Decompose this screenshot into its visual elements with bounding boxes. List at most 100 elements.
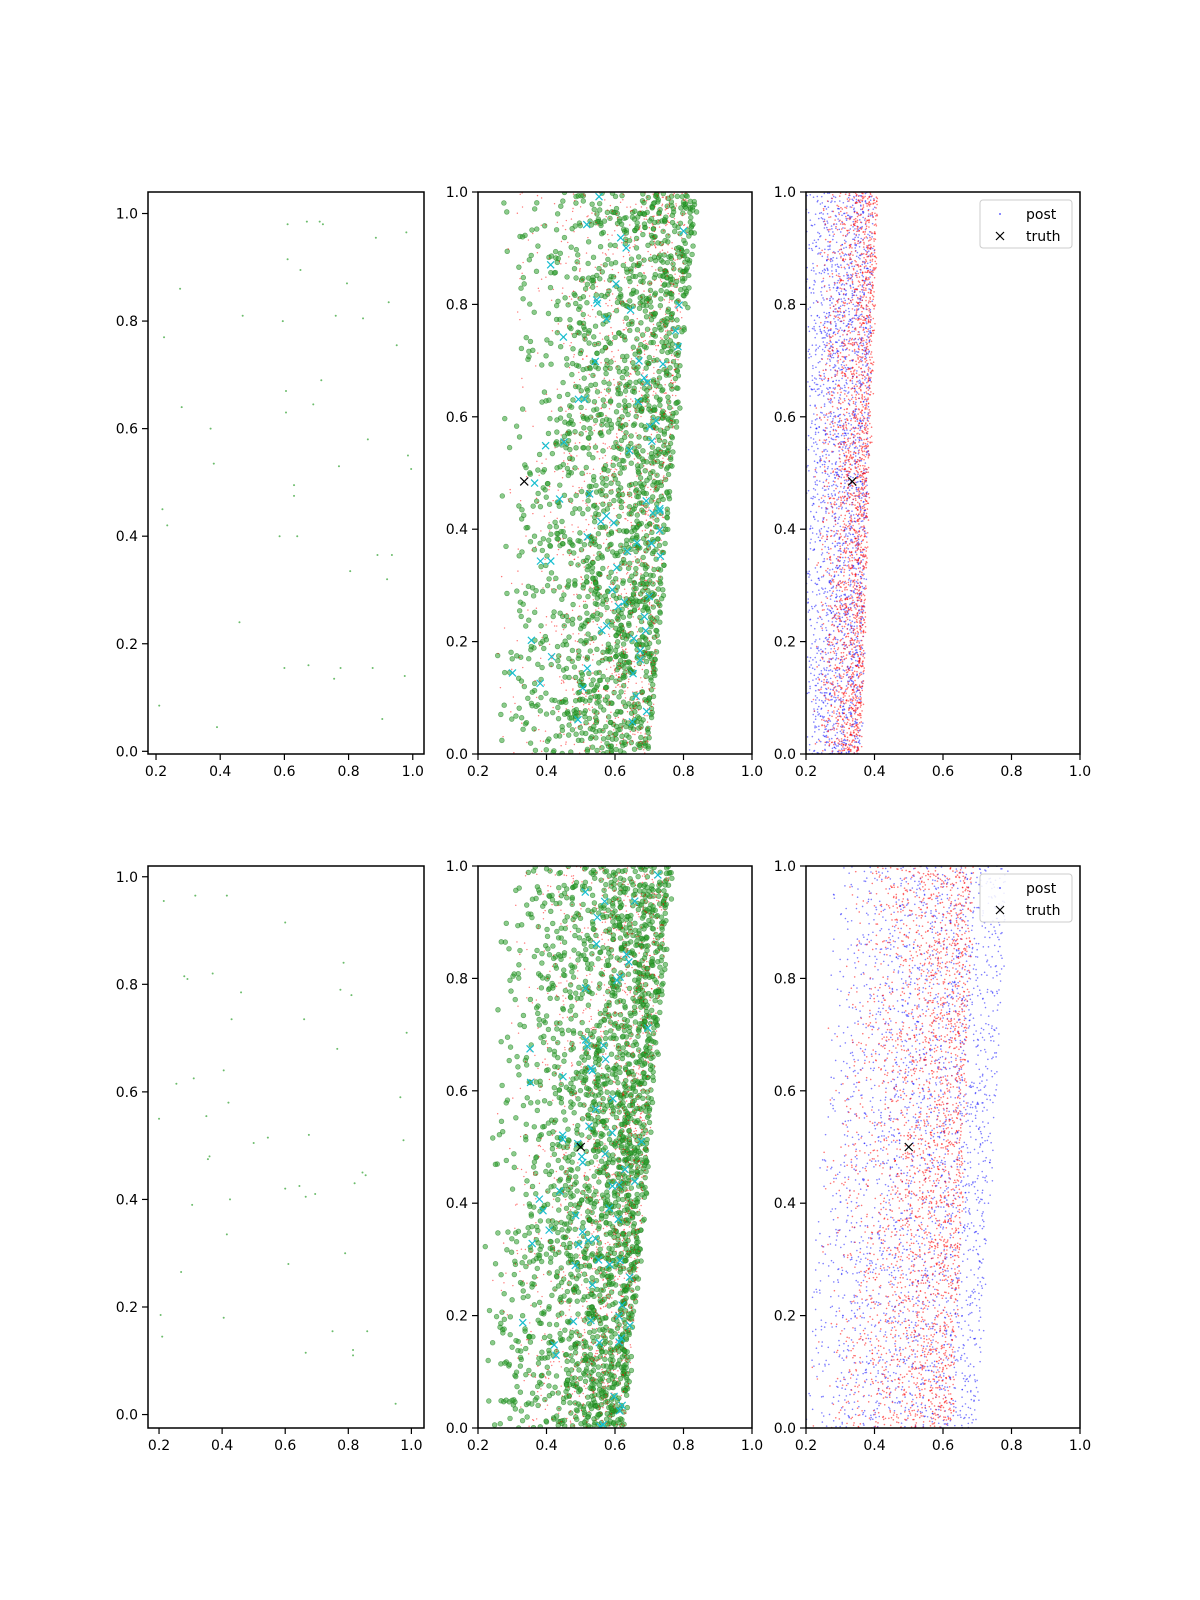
panel-r0c1-samples-red-point bbox=[637, 702, 640, 704]
panel-r0c1-samples-green-point bbox=[588, 382, 594, 389]
panel-r0c0-series-prior bbox=[158, 220, 413, 729]
panel-r0c1-samples-green-point bbox=[653, 556, 659, 562]
panel-r0c1-samples-red-point bbox=[566, 325, 569, 327]
panel-r0c1-samples-red-point bbox=[560, 682, 563, 684]
panel-r0c1-samples-green-point bbox=[648, 650, 655, 657]
panel-r0c2-post-blue-point bbox=[832, 387, 835, 389]
panel-r0c1-samples-green-point bbox=[639, 507, 645, 513]
panel-r0c1-samples-red-point bbox=[649, 463, 652, 466]
panel-r0c1-samples-red-point bbox=[588, 677, 590, 680]
panel-r0c2-post-blue-point bbox=[819, 659, 822, 662]
panel-r0c2-post-blue-point bbox=[806, 656, 809, 658]
panel-r0c2-post-blue-point bbox=[819, 235, 821, 238]
panel-r0c1-samples-red-point bbox=[676, 258, 679, 261]
panel-r0c1-samples-red-point bbox=[626, 425, 628, 428]
panel-r0c1-samples-red-point bbox=[612, 310, 615, 313]
panel-r0c1-samples-green-point bbox=[616, 694, 622, 700]
panel-r0c2-post-blue-point bbox=[826, 320, 828, 323]
panel-r0c1-samples-green-point bbox=[574, 259, 580, 265]
panel-r0c1-samples-red-point bbox=[648, 683, 650, 685]
panel-r0c1-samples-red-point bbox=[677, 278, 680, 280]
panel-r0c2-post-blue-point bbox=[823, 525, 826, 528]
panel-r0c2-post-blue-point bbox=[839, 327, 842, 329]
panel-r0c2-post-blue-point bbox=[842, 709, 844, 712]
panel-r0c2-post-blue-point bbox=[838, 307, 840, 310]
panel-r0c2-post-blue-point bbox=[861, 725, 863, 727]
panel-r0c1-samples-red-point bbox=[612, 583, 615, 586]
panel-r0c1-samples-cyan-point bbox=[530, 479, 539, 488]
panel-r0c2-post-blue-point bbox=[818, 673, 821, 676]
panel-r0c2-post-blue-point bbox=[847, 307, 850, 310]
panel-r0c1-samples-green-point bbox=[673, 418, 680, 425]
panel-r0c1-samples-red-point bbox=[592, 541, 595, 544]
panel-r0c1-samples-red-point bbox=[647, 564, 649, 567]
panel-r0c1-samples-red-point bbox=[641, 336, 643, 339]
panel-r0c1-samples-red-point bbox=[679, 224, 681, 226]
panel-r0c2-post-blue-point bbox=[846, 263, 849, 266]
panel-r0c1-samples-red-point bbox=[585, 643, 587, 645]
panel-r0c1-samples-red-point bbox=[538, 728, 540, 731]
panel-r0c2-post-blue-point bbox=[859, 566, 862, 569]
panel-r0c2-post-blue-point bbox=[819, 360, 821, 363]
panel-r0c2-post-blue-point bbox=[840, 594, 843, 597]
panel-r0c2-post-blue-point bbox=[840, 363, 843, 366]
panel-r0c1-samples-red-point bbox=[572, 689, 574, 691]
panel-r0c2-post-blue-point bbox=[857, 338, 860, 341]
panel-r0c2-post-blue-point bbox=[815, 241, 817, 244]
panel-r0c1-samples-red-point bbox=[656, 360, 658, 362]
panel-r0c1-samples-red-point bbox=[583, 741, 585, 744]
panel-r0c1-samples-green-point bbox=[538, 563, 544, 570]
panel-r0c1-samples-green-point bbox=[689, 251, 695, 258]
panel-r0c2-post-blue-point bbox=[823, 218, 826, 221]
panel-r0c1-samples-red-point bbox=[636, 261, 639, 263]
panel-r0c1-samples-red-point bbox=[658, 419, 661, 421]
panel-r0c1-samples-red-point bbox=[661, 244, 663, 246]
panel-r0c2-post-blue-point bbox=[808, 353, 811, 355]
panel-r0c1-samples-red-point bbox=[503, 627, 506, 629]
panel-r0c1-samples-red-point bbox=[573, 199, 576, 202]
panel-r0c1-samples-red-point bbox=[592, 722, 595, 725]
panel-r0c1-samples-red-point bbox=[629, 246, 631, 249]
panel-r0c1-samples-green-point bbox=[535, 467, 541, 473]
panel-r0c1-samples-cyan-point bbox=[541, 441, 550, 450]
panel-r0c1-samples-green-point bbox=[616, 513, 622, 520]
panel-r0c1-samples-red-point bbox=[611, 358, 613, 360]
panel-r0c1-samples-red-point bbox=[585, 502, 587, 505]
panel-r0c1-samples-green-point bbox=[521, 281, 527, 287]
panel-r0c1-samples-red-point bbox=[677, 299, 680, 302]
panel-r0c1-samples-green-point bbox=[561, 533, 568, 540]
panel-r0c2-post-blue-point bbox=[864, 219, 866, 221]
panel-r0c2-post-blue-point bbox=[823, 343, 826, 346]
panel-r0c2-post-blue-point bbox=[829, 248, 831, 251]
panel-r0c1-samples-red-point bbox=[624, 682, 627, 685]
panel-r0c1-samples-red-point bbox=[610, 459, 613, 462]
panel-r0c2-post-blue-point bbox=[814, 489, 817, 491]
panel-r0c1-samples-cyan-point-stroke-b bbox=[656, 552, 665, 561]
panel-r0c2-post-blue-point bbox=[820, 211, 823, 214]
panel-r0c1-samples-red-point bbox=[647, 396, 649, 399]
panel-r0c1-samples-red-point bbox=[661, 493, 664, 495]
panel-r0c2-post-blue-point bbox=[862, 216, 864, 219]
panel-r0c1-samples-red-point bbox=[609, 702, 611, 704]
panel-r0c1-samples-red-point bbox=[522, 386, 524, 388]
panel-r0c2-post-blue-point bbox=[830, 493, 833, 495]
panel-r0c1-samples-red-point bbox=[620, 578, 622, 580]
panel-r0c2-post-blue-point bbox=[825, 692, 828, 694]
panel-r0c1-samples-red-point bbox=[654, 244, 656, 247]
panel-r0c1-samples-green-point bbox=[506, 444, 513, 451]
panel-r0c2-post-blue-point bbox=[849, 415, 851, 417]
panel-r0c1-samples-green-point bbox=[539, 588, 546, 595]
panel-r0c1-samples-red-point bbox=[565, 708, 567, 710]
panel-r0c1-samples-red-point bbox=[577, 526, 579, 528]
panel-r0c1-samples-green-point bbox=[606, 429, 612, 435]
panel-r0c1-samples-red-point bbox=[594, 281, 597, 284]
panel-r0c1-samples-red-point bbox=[646, 542, 648, 545]
panel-r0c1-samples-red-point bbox=[681, 192, 683, 195]
panel-r0c1-samples-green-point bbox=[530, 347, 536, 354]
panel-r0c1-samples-green-point bbox=[658, 460, 665, 467]
panel-r0c1-samples-red-point bbox=[535, 696, 538, 699]
panel-r0c1-samples-red-point bbox=[631, 709, 633, 711]
panel-r0c2-post-blue-point bbox=[859, 271, 862, 274]
panel-r0c1-samples-red-point bbox=[602, 465, 605, 467]
panel-r0c1-samples-green-point bbox=[585, 506, 591, 512]
